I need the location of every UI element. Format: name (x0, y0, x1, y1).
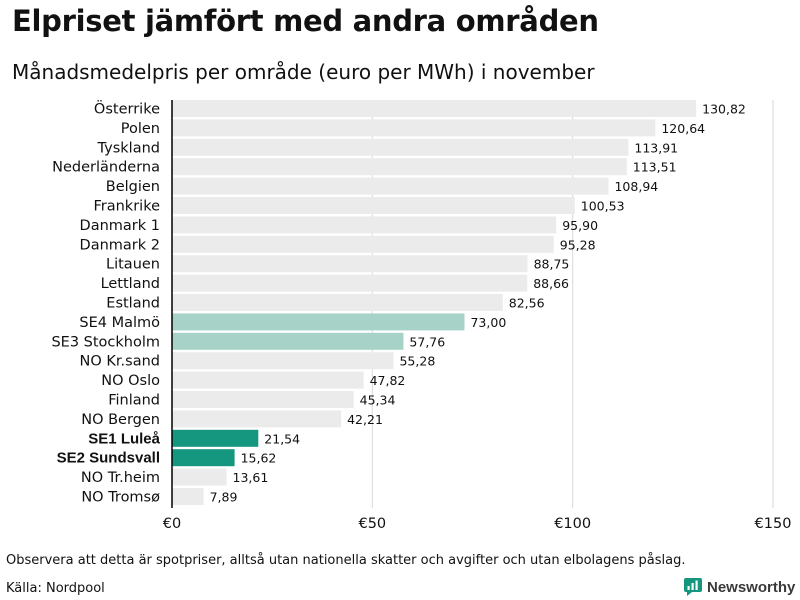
bar (172, 177, 609, 195)
value-label: 108,94 (614, 179, 658, 194)
bar (172, 274, 528, 292)
category-label: Danmark 2 (80, 237, 160, 253)
bar (172, 332, 404, 350)
bar (172, 255, 528, 273)
category-label: NO Tr.heim (81, 470, 160, 486)
bar (172, 429, 259, 447)
category-label: NO Bergen (81, 412, 160, 428)
category-label: SE1 Luleå (88, 430, 160, 447)
value-label: 7,89 (210, 490, 238, 505)
value-label: 13,61 (233, 470, 269, 485)
value-label: 21,54 (264, 431, 300, 446)
category-label: Litauen (106, 257, 160, 273)
value-label: 45,34 (360, 393, 396, 408)
chart-title: Elpriset jämfört med andra områden (12, 4, 599, 38)
category-label: Polen (121, 121, 160, 137)
category-label: Danmark 1 (80, 218, 160, 234)
value-label: 113,91 (634, 140, 678, 155)
value-label: 88,66 (533, 276, 569, 291)
bar (172, 313, 465, 331)
value-label: 100,53 (581, 199, 625, 214)
category-label: NO Oslo (101, 373, 160, 389)
chart-subtitle: Månadsmedelpris per område (euro per MWh… (12, 60, 595, 84)
category-label: Tyskland (97, 140, 160, 156)
bar (172, 197, 575, 214)
bar (172, 119, 656, 137)
bar (172, 449, 235, 467)
x-tick-label: €50 (358, 516, 386, 532)
bar (172, 235, 554, 253)
category-label: Finland (108, 393, 160, 409)
category-label: NO Tromsø (81, 490, 160, 506)
category-label: Lettland (101, 276, 160, 292)
x-tick-label: €100 (554, 516, 591, 532)
value-label: 120,64 (661, 121, 705, 136)
value-label: 95,28 (560, 237, 596, 252)
bar (172, 391, 354, 408)
value-label: 47,82 (370, 373, 406, 388)
category-label: Belgien (106, 179, 160, 195)
value-label: 57,76 (409, 334, 445, 349)
bar (172, 294, 503, 311)
bar (172, 100, 697, 117)
bar (172, 371, 364, 389)
value-label: 42,21 (347, 412, 383, 427)
bar (172, 488, 204, 505)
footnote: Observera att detta är spotpriser, allts… (6, 553, 686, 568)
value-label: 113,51 (633, 160, 677, 175)
category-label: NO Kr.sand (80, 354, 160, 370)
value-label: 55,28 (399, 354, 435, 369)
source-line: Källa: Nordpool (6, 581, 105, 596)
category-label: SE2 Sundsvall (57, 450, 160, 467)
bar (172, 468, 227, 486)
category-label: Nederländerna (52, 160, 160, 176)
brand-name: Newsworthy (707, 578, 796, 596)
bar (172, 352, 394, 370)
bar (172, 158, 627, 176)
x-tick-label: €150 (755, 516, 792, 532)
brand-logo: Newsworthy (684, 578, 795, 596)
value-label: 88,75 (534, 257, 570, 272)
category-label: Estland (106, 296, 160, 312)
category-label: SE3 Stockholm (51, 334, 160, 350)
value-label: 15,62 (241, 451, 277, 466)
bar (172, 410, 342, 428)
value-label: 95,90 (562, 218, 598, 233)
value-label: 82,56 (509, 296, 545, 311)
category-label: Frankrike (93, 199, 160, 215)
x-tick-label: €0 (163, 516, 181, 532)
value-label: 130,82 (702, 102, 746, 117)
value-label: 73,00 (470, 315, 506, 330)
category-label: Österrike (94, 100, 160, 118)
newsworthy-logo-icon (684, 578, 702, 596)
bar (172, 216, 557, 234)
category-label: SE4 Malmö (79, 315, 160, 331)
bar-chart: Österrike 130,82 Polen 120,64 Tyskland 113,91… (51, 100, 792, 533)
bar (172, 138, 629, 156)
